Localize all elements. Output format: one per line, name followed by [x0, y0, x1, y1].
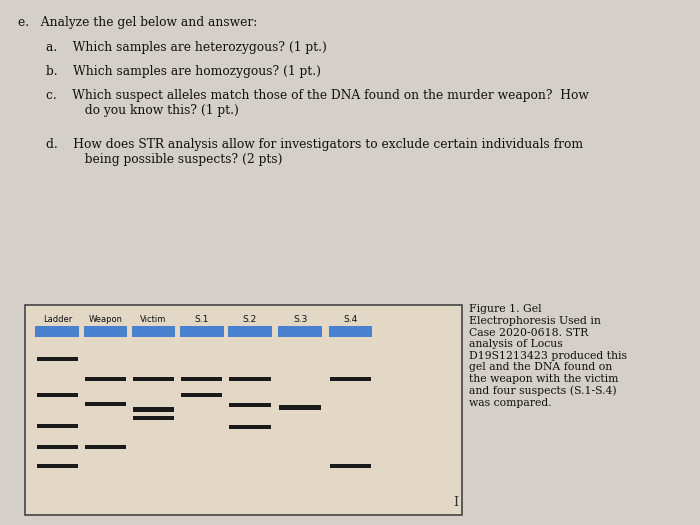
Bar — [36, 326, 79, 337]
Bar — [181, 393, 223, 397]
Bar — [132, 326, 176, 337]
Bar — [330, 377, 371, 381]
Bar — [83, 326, 127, 337]
Text: I: I — [454, 496, 458, 509]
Bar — [36, 445, 78, 449]
Text: a.    Which samples are heterozygous? (1 pt.): a. Which samples are heterozygous? (1 pt… — [46, 41, 326, 54]
Bar — [36, 393, 78, 397]
Bar — [133, 407, 174, 412]
Bar — [330, 464, 371, 468]
Text: S.4: S.4 — [343, 314, 358, 324]
Bar — [85, 445, 126, 449]
Text: d.    How does STR analysis allow for investigators to exclude certain individua: d. How does STR analysis allow for inves… — [46, 138, 582, 165]
Text: Ladder: Ladder — [43, 314, 72, 324]
Text: e.   Analyze the gel below and answer:: e. Analyze the gel below and answer: — [18, 16, 257, 29]
Bar — [133, 416, 174, 420]
Bar — [85, 377, 126, 381]
Bar — [181, 377, 223, 381]
Bar — [229, 403, 271, 407]
Bar — [328, 326, 372, 337]
Text: c.    Which suspect alleles match those of the DNA found on the murder weapon?  : c. Which suspect alleles match those of … — [46, 89, 589, 117]
Text: S.3: S.3 — [293, 314, 307, 324]
Text: Weapon: Weapon — [88, 314, 122, 324]
Text: S.2: S.2 — [243, 314, 257, 324]
Bar — [229, 425, 271, 429]
Bar — [36, 424, 78, 428]
Bar — [25, 304, 462, 514]
Text: Figure 1. Gel
Electrophoresis Used in
Case 2020-0618. STR
analysis of Locus
D19S: Figure 1. Gel Electrophoresis Used in Ca… — [469, 304, 627, 408]
Bar — [36, 464, 78, 468]
Bar — [229, 377, 271, 381]
Bar — [180, 326, 223, 337]
Text: S.1: S.1 — [195, 314, 209, 324]
Text: b.    Which samples are homozygous? (1 pt.): b. Which samples are homozygous? (1 pt.) — [46, 65, 321, 78]
Bar — [85, 402, 126, 406]
Bar — [279, 405, 321, 410]
Bar — [36, 357, 78, 361]
Bar — [133, 377, 174, 381]
Bar — [228, 326, 272, 337]
Bar — [279, 326, 322, 337]
Text: Victim: Victim — [141, 314, 167, 324]
